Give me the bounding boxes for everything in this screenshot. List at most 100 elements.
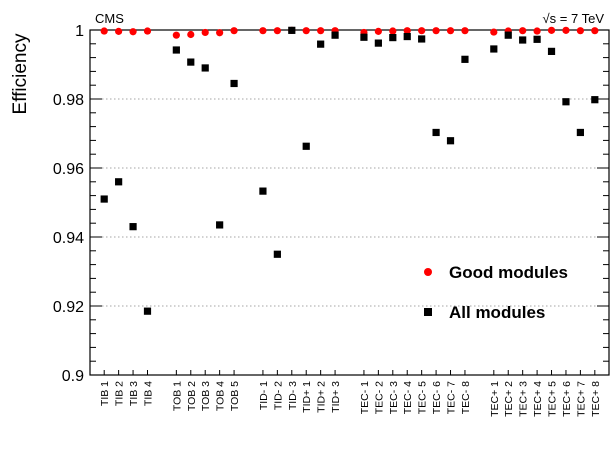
x-tick-label: TOB 1 (171, 381, 183, 411)
x-tick-label: TEC- 2 (373, 381, 385, 414)
all-modules-point (317, 40, 325, 48)
y-tick-label: 0.96 (53, 161, 84, 178)
x-tick-label: TEC- 6 (431, 381, 443, 414)
x-tick-label: TID- 3 (287, 381, 299, 410)
good-modules-point (519, 27, 527, 35)
y-tick-label: 0.9 (62, 368, 84, 385)
all-modules-point (533, 35, 541, 43)
x-tick-label: TOB 4 (215, 381, 227, 411)
all-modules-point (432, 128, 440, 137)
x-tick-label: TEC+ 1 (489, 381, 501, 417)
good-modules-point (576, 27, 584, 35)
legend-good-marker (424, 268, 432, 276)
x-tick-label: TEC- 7 (446, 381, 458, 414)
x-tick-label: TEC+ 5 (547, 381, 559, 417)
good-modules-point (100, 27, 108, 35)
good-modules-point (432, 27, 440, 35)
good-modules-point (389, 27, 397, 35)
all-modules-point (446, 137, 455, 145)
good-modules-point (403, 27, 411, 35)
all-modules-point (591, 96, 599, 104)
x-tick-label: TEC+ 8 (590, 381, 602, 417)
x-tick-label: TID+ 1 (301, 381, 313, 413)
good-modules-point (216, 29, 224, 37)
all-modules-point (389, 33, 397, 42)
x-tick-label: TEC+ 4 (532, 381, 544, 417)
good-modules-point (374, 27, 382, 35)
all-modules-point (143, 307, 152, 315)
x-tick-label: TID- 1 (258, 381, 270, 410)
y-tick-label: 0.94 (53, 230, 84, 247)
x-tick-label: TEC- 4 (402, 381, 414, 414)
good-modules-point (143, 27, 152, 35)
legend-all-label: All modules (449, 303, 545, 322)
x-tick-labels: TIB 1 TIB 2 TIB 3 TIB 4 TOB 1 TOB 2 TOB 3 TOB 4… (99, 381, 602, 417)
all-modules-point (115, 178, 123, 186)
x-tick-label: TIB 1 (99, 381, 111, 406)
good-modules-point (201, 28, 209, 37)
x-tick-label: TOB 3 (200, 381, 212, 411)
all-modules-point (230, 79, 238, 88)
x-tick-label: TEC- 5 (417, 381, 429, 414)
x-tick-label: TOB 2 (186, 381, 198, 411)
x-tick-label: TEC- 1 (359, 381, 371, 414)
good-modules-point (547, 26, 556, 34)
legend: Good modules All modules (424, 263, 568, 322)
y-tick-labels: 0.9 0.92 0.94 0.96 0.98 1 (53, 23, 84, 385)
energy-label: √s = 7 TeV (543, 11, 605, 26)
good-modules-point (187, 30, 195, 39)
x-tick-label: TEC+ 2 (503, 381, 515, 417)
x-tick-label: TIB 2 (114, 381, 126, 406)
experiment-label: CMS (95, 11, 124, 26)
data-series (100, 26, 599, 315)
x-tick-label: TIB 4 (142, 381, 154, 406)
all-modules-point (461, 55, 469, 63)
good-modules-point (259, 27, 267, 35)
plot-frame (89, 29, 610, 376)
x-tick-label: TIB 3 (128, 381, 140, 406)
x-tick-label: TID+ 3 (330, 381, 342, 413)
axis-ticks (90, 29, 609, 376)
x-tick-label: TEC- 8 (460, 381, 472, 414)
good-modules-point (461, 27, 469, 35)
x-tick-label: TID- 2 (272, 381, 284, 410)
all-modules-point (129, 223, 137, 231)
energy-sqrt: √s (543, 11, 557, 26)
good-modules-point (317, 27, 325, 35)
all-modules-point (216, 221, 224, 229)
good-modules-point (490, 28, 498, 36)
legend-all-marker (424, 308, 432, 316)
y-tick-label: 0.92 (53, 299, 84, 316)
y-tick-label: 0.98 (53, 92, 84, 109)
all-modules-point (562, 98, 570, 106)
good-modules-point (230, 27, 238, 35)
all-modules-point (172, 46, 180, 54)
good-modules-point (129, 28, 137, 36)
y-axis-label: Efficiency (10, 33, 31, 114)
all-modules-point (547, 47, 556, 55)
all-modules-point (201, 64, 209, 72)
all-modules-point (418, 35, 426, 43)
all-modules-point (490, 45, 498, 53)
good-modules-point (418, 27, 426, 35)
x-tick-label: TEC+ 7 (575, 381, 587, 417)
good-modules-point (591, 27, 599, 35)
y-tick-label: 1 (75, 23, 84, 40)
all-modules-point (302, 142, 310, 150)
all-modules-point (403, 32, 411, 41)
x-tick-label: TOB 5 (229, 381, 241, 411)
all-modules-point (187, 58, 195, 66)
x-tick-label: TID+ 2 (316, 381, 328, 413)
good-modules-point (446, 27, 455, 35)
all-modules-point (288, 26, 296, 34)
good-modules-point (302, 27, 310, 35)
all-modules-point (360, 33, 368, 41)
all-modules-point (519, 36, 527, 44)
all-modules-point (259, 187, 267, 195)
all-modules-point (273, 250, 281, 258)
good-modules-point (172, 31, 180, 39)
all-modules-point (374, 39, 382, 47)
all-modules-point (100, 195, 108, 203)
